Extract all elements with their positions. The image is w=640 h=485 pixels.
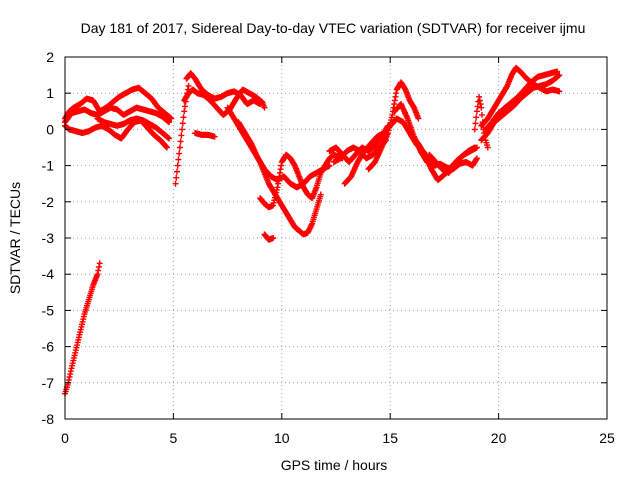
data-series: [62, 64, 563, 397]
data-point: [185, 82, 192, 89]
data-point: [181, 108, 188, 115]
data-point: [472, 120, 479, 127]
x-tick-label: 5: [170, 430, 178, 446]
y-tick-label: -1: [42, 158, 55, 174]
x-tick-label: 0: [61, 430, 69, 446]
data-point: [415, 115, 422, 122]
data-point: [94, 271, 101, 278]
data-point: [96, 260, 103, 267]
y-tick-label: -2: [42, 194, 55, 210]
data-point: [471, 144, 478, 151]
data-point: [173, 174, 180, 181]
data-point: [179, 120, 186, 127]
data-point: [172, 180, 179, 187]
y-tick-label: -5: [42, 302, 55, 318]
data-point: [177, 138, 184, 145]
data-point: [174, 162, 181, 169]
data-point: [180, 114, 187, 121]
data-point: [471, 126, 478, 133]
y-tick-label: 1: [46, 85, 54, 101]
y-tick-label: -6: [42, 339, 55, 355]
data-point: [270, 235, 277, 241]
axis-layer: 0 5 10 15 20 25 -8 -7 -6 -5 -4 -3 -2 -1 0 1 2: [42, 49, 615, 446]
data-point: [174, 168, 181, 175]
y-tick-label: 0: [46, 121, 54, 137]
data-point: [261, 104, 268, 111]
y-axis-label: SDTVAR / TECUs: [7, 182, 23, 294]
x-tick-label: 10: [274, 430, 290, 446]
data-point: [181, 103, 188, 110]
data-point: [166, 135, 173, 142]
data-point: [317, 191, 324, 198]
data-point: [95, 263, 102, 270]
x-tick-label: 15: [382, 430, 398, 446]
data-point: [478, 111, 485, 118]
data-point: [478, 104, 485, 111]
y-tick-label: -3: [42, 230, 55, 246]
data-point: [176, 150, 183, 157]
data-point: [477, 101, 484, 108]
y-tick-label: -4: [42, 266, 55, 282]
data-layer: [62, 64, 563, 397]
y-tick-label: -7: [42, 375, 55, 391]
y-tick-label: 2: [46, 49, 54, 65]
data-point: [211, 133, 218, 140]
data-point: [176, 144, 183, 151]
data-point: [556, 88, 563, 95]
data-point: [554, 68, 561, 75]
data-point: [473, 155, 480, 162]
data-point: [473, 114, 480, 121]
data-point: [166, 119, 173, 126]
data-point: [473, 108, 480, 115]
data-point: [163, 144, 170, 151]
data-point: [476, 93, 483, 100]
x-axis-label: GPS time / hours: [281, 457, 388, 473]
data-point: [556, 72, 563, 79]
x-tick-label: 20: [491, 430, 507, 446]
data-point: [178, 132, 185, 139]
data-point: [484, 144, 491, 151]
data-point: [476, 97, 483, 104]
data-point: [175, 156, 182, 163]
data-point: [179, 126, 186, 133]
chart-title: Day 181 of 2017, Sidereal Day-to-day VTE…: [81, 20, 586, 36]
data-point: [168, 115, 175, 122]
y-tick-label: -8: [42, 411, 55, 427]
data-point: [95, 267, 102, 274]
x-tick-label: 25: [599, 430, 615, 446]
